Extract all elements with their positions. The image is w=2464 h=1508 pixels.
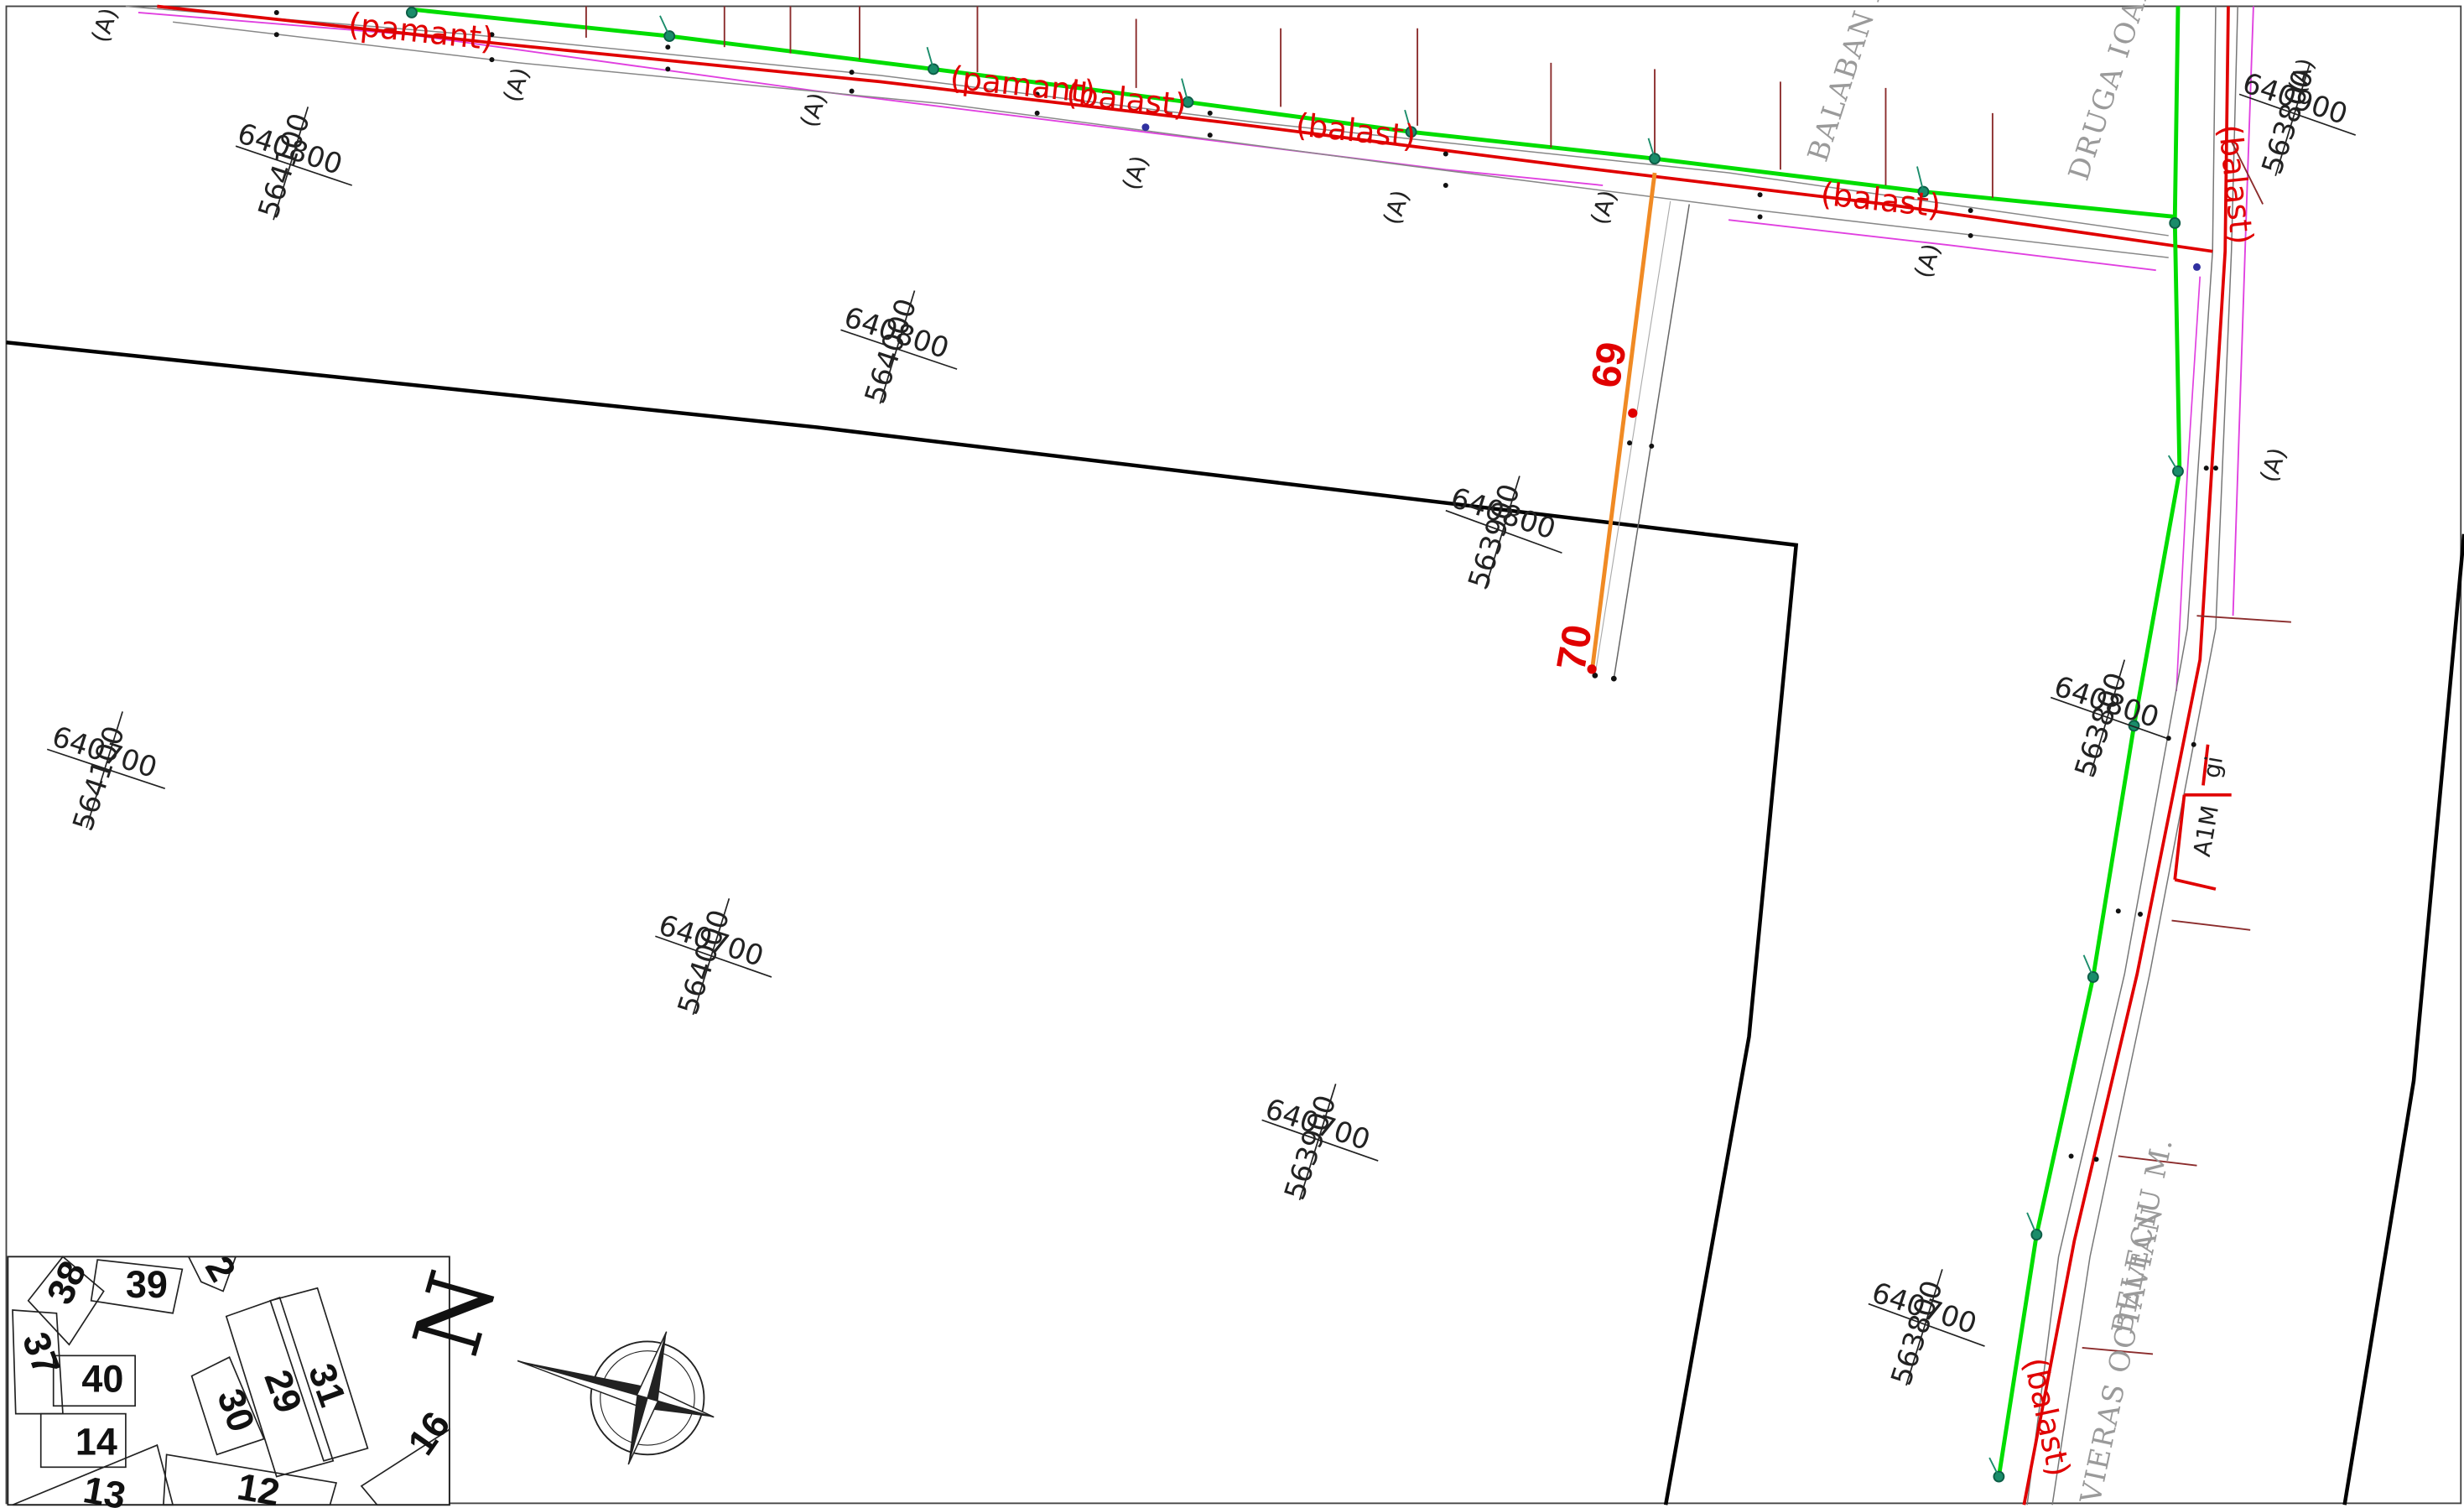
red-service-marks <box>2173 744 2232 891</box>
surface-label: (pamant) <box>346 5 495 57</box>
keymap-inset[interactable]: 38 39 2 37 40 30 29 31 14 13 12 16 <box>7 1249 459 1508</box>
station-70-point[interactable] <box>1587 664 1597 674</box>
pink-boundary-top-right <box>1728 219 2156 272</box>
surface-label: (balast) <box>1819 175 1942 225</box>
compass-rose-icon <box>517 1331 715 1465</box>
side-mark: (A) <box>795 89 832 130</box>
side-mark: (A) <box>2254 445 2291 486</box>
pink-boundary-top <box>138 12 1604 186</box>
street-label: DRUGA IOAN <box>2062 0 2160 185</box>
station-69-point[interactable] <box>1628 408 1638 419</box>
side-mark: (A) <box>498 64 535 105</box>
grid-crosses <box>46 62 2356 1386</box>
street-label: VIERAS OCTAVIAN <box>2074 1203 2170 1507</box>
station-label[interactable]: 69 <box>1583 339 1636 392</box>
keymap-parcel-number: 14 <box>75 1420 117 1463</box>
station-label[interactable]: 70 <box>1548 621 1601 674</box>
node-dots <box>273 9 2218 1162</box>
surface-label: (balast) <box>2017 1355 2078 1479</box>
road-edge-2 <box>173 21 2169 258</box>
mark-gi: gi <box>2197 754 2228 780</box>
valve-stems <box>659 15 2179 1477</box>
pink-boundary-right <box>2232 6 2254 616</box>
branch-gray-line <box>1613 204 1690 679</box>
parcel-boundary-upper <box>6 341 1799 1505</box>
pink-boundary-right-b <box>2175 276 2201 692</box>
valve-symbols <box>405 7 2184 1483</box>
keymap-parcel-number: 40 <box>81 1357 123 1400</box>
keymap-parcel-number: 39 <box>126 1263 168 1306</box>
connection-ticks <box>585 6 2291 1355</box>
compass-ring <box>590 1340 705 1456</box>
network-existing-top <box>157 4 2213 253</box>
surface-label: (balast) <box>1294 106 1417 155</box>
side-mark: (A) <box>1909 240 1946 281</box>
road-edge-1 <box>125 5 2169 237</box>
compass-inner-ring <box>600 1350 695 1446</box>
keymap-parcel-number: 12 <box>234 1464 283 1508</box>
branch-69-70 <box>1589 172 1657 673</box>
road-edge-vertical-1 <box>2026 6 2217 1505</box>
surface-label: (balast) <box>1064 75 1188 124</box>
north-arrow: N <box>393 1261 715 1465</box>
map-frame <box>5 5 2462 1505</box>
branch-gray-line-2 <box>1594 200 1671 676</box>
side-mark: (A) <box>86 4 123 45</box>
side-mark: (A) <box>1378 187 1415 228</box>
side-mark: (A) <box>1117 152 1154 193</box>
network-proposed-top <box>411 7 2175 219</box>
mark-am: A1M <box>2188 803 2224 859</box>
network-existing-vertical <box>2022 6 2230 1505</box>
keymap-parcel-number: 13 <box>81 1468 129 1508</box>
street-label: BALABAN MIHAI <box>1801 0 1916 165</box>
parcel-boundary-right <box>2342 533 2464 1505</box>
keymap-frame <box>7 1256 450 1506</box>
surface-label: (balast) <box>2212 122 2261 246</box>
keymap-parcels <box>12 1256 450 1506</box>
side-mark: (A) <box>1585 187 1622 228</box>
